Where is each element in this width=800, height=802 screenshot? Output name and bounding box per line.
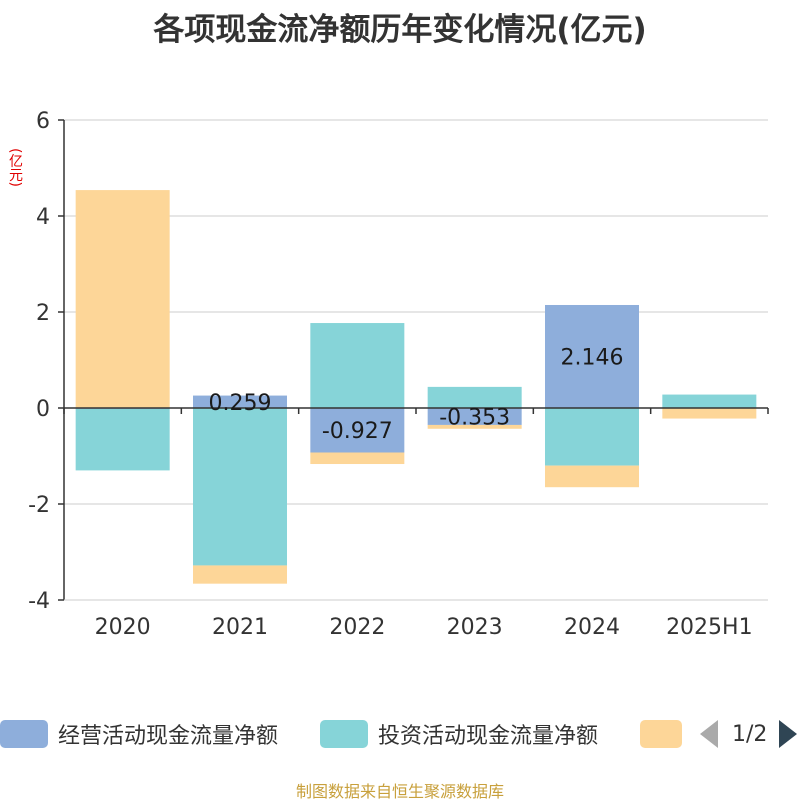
legend-swatch	[640, 720, 682, 748]
bar-investing-2022	[310, 323, 404, 408]
triangle-left-icon[interactable]	[700, 720, 718, 748]
y-tick-label: 6	[36, 109, 50, 134]
legend-pager: 1/2	[700, 716, 797, 752]
data-label: -0.353	[439, 405, 510, 430]
legend-label: 投资活动现金流量净额	[378, 718, 598, 750]
x-tick-label: 2025H1	[666, 615, 753, 640]
bar-third-2022	[310, 452, 404, 464]
y-tick-label: -2	[28, 493, 50, 518]
legend-item-operating-cashflow[interactable]: 经营活动现金流量净额	[0, 716, 278, 752]
x-tick-label: 2024	[564, 615, 620, 640]
x-tick-label: 2022	[329, 615, 385, 640]
data-label: -0.927	[322, 419, 393, 444]
legend-swatch	[320, 720, 368, 748]
y-tick-label: -4	[28, 589, 50, 614]
y-tick-label: 4	[36, 205, 50, 230]
legend-item-third-series[interactable]	[640, 716, 682, 752]
y-tick-label: 2	[36, 301, 50, 326]
y-tick-label: 0	[36, 397, 50, 422]
x-tick-label: 2020	[95, 615, 151, 640]
bar-third-2024	[545, 466, 639, 488]
bar-investing-2021	[193, 408, 287, 565]
bar-investing-2020	[76, 409, 170, 470]
legend-item-investing-cashflow[interactable]: 投资活动现金流量净额	[320, 716, 598, 752]
bar-investing-2025H1	[662, 395, 756, 408]
data-label: 0.259	[209, 391, 272, 416]
bar-investing-2024	[545, 408, 639, 466]
data-source-note: 制图数据来自恒生聚源数据库	[0, 778, 800, 802]
legend-label: 经营活动现金流量净额	[58, 718, 278, 750]
bar-chart-plot: 6 4 2 0 -2 -4 2020 2021 2022 2023 2024 2025H1 0.259 -…	[0, 0, 800, 700]
triangle-right-icon[interactable]	[779, 720, 797, 748]
bar-third-2020	[76, 190, 170, 408]
data-label: 2.146	[561, 345, 624, 370]
x-tick-label: 2021	[212, 615, 268, 640]
bar-third-2021	[193, 565, 287, 583]
chart-legend: 经营活动现金流量净额 投资活动现金流量净额 1/2	[0, 716, 800, 752]
bar-third-2025H1	[662, 408, 756, 419]
legend-page-indicator: 1/2	[732, 722, 767, 747]
legend-swatch	[0, 720, 48, 748]
x-tick-label: 2023	[447, 615, 503, 640]
